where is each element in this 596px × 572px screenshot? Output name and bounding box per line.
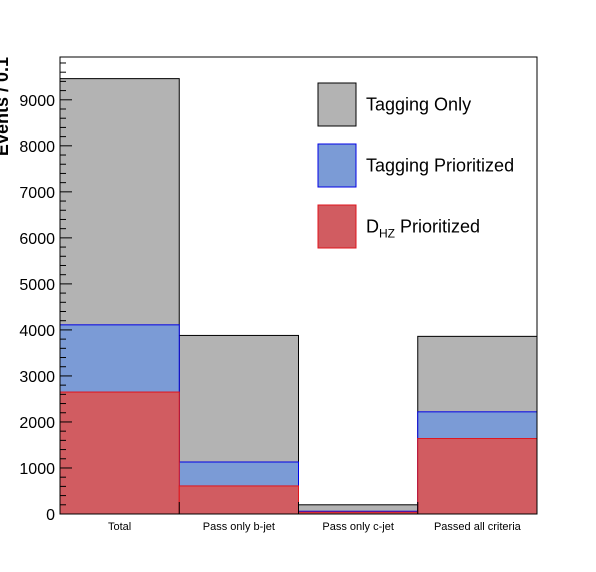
legend-swatch-1 bbox=[317, 82, 357, 127]
legend-swatch-3 bbox=[317, 204, 357, 249]
y-tick-label: 6000 bbox=[19, 231, 55, 248]
legend: Tagging Only Tagging Prioritized DHZ Prior… bbox=[317, 82, 514, 249]
legend-swatch-2 bbox=[317, 143, 357, 188]
y-tick-label: 9000 bbox=[19, 93, 55, 110]
x-category-label: Total bbox=[108, 521, 131, 533]
bar-3-2 bbox=[178, 485, 299, 515]
legend-label-2: Tagging Prioritized bbox=[366, 156, 514, 176]
y-tick-label: 3000 bbox=[19, 369, 55, 386]
y-axis: 0 1000 2000 3000 4000 5000 6000 7000 8000 9000 bbox=[19, 62, 72, 524]
bar-3-1 bbox=[59, 391, 180, 515]
x-category-label: Pass only c-jet bbox=[322, 521, 394, 533]
x-axis: Total Pass only b-jet Pass only c-jet Passe… bbox=[108, 502, 522, 533]
y-axis-title: Events / 0.1 bbox=[0, 57, 12, 156]
bar-3-4 bbox=[417, 438, 538, 515]
legend-label-1: Tagging Only bbox=[366, 95, 471, 115]
bars-group bbox=[59, 78, 538, 515]
legend-label-3: DHZ Prioritized bbox=[366, 217, 480, 241]
y-tick-label: 2000 bbox=[19, 415, 55, 432]
y-tick-label: 0 bbox=[46, 507, 55, 524]
y-tick-label: 1000 bbox=[19, 461, 55, 478]
y-tick-label: 4000 bbox=[19, 323, 55, 340]
y-tick-label: 7000 bbox=[19, 185, 55, 202]
y-tick-label: 8000 bbox=[19, 139, 55, 156]
y-tick-label: 5000 bbox=[19, 277, 55, 294]
x-category-label: Passed all criteria bbox=[434, 521, 522, 533]
x-category-label: Pass only b-jet bbox=[203, 521, 275, 533]
